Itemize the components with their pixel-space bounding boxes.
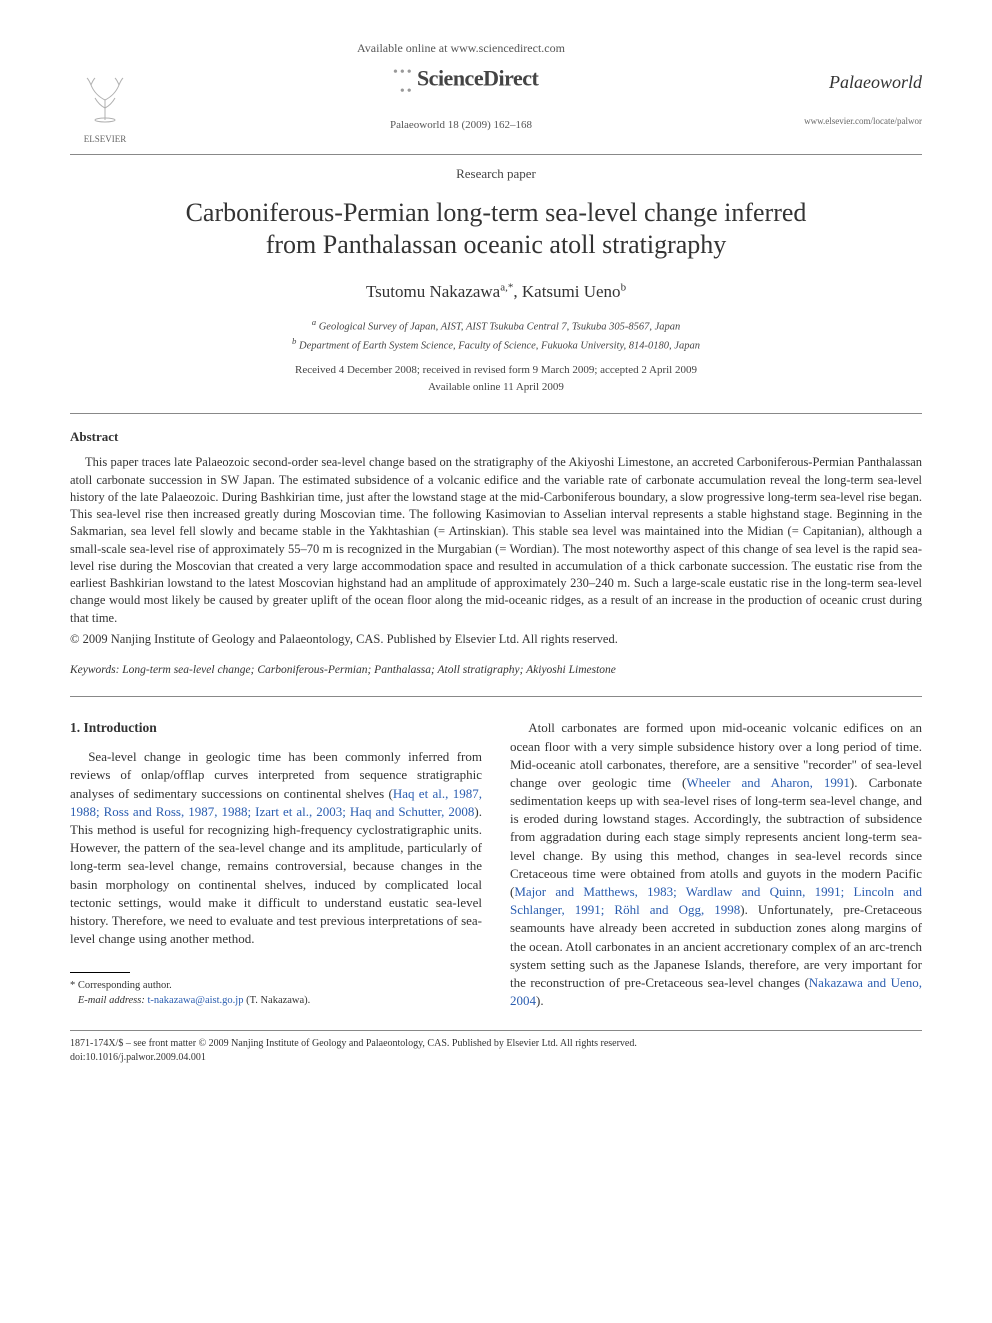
abstract-heading: Abstract: [70, 428, 922, 446]
journal-name: Palaeoworld: [782, 70, 922, 95]
abstract-body: This paper traces late Palaeozoic second…: [70, 454, 922, 627]
elsevier-tree-icon: [70, 70, 140, 133]
abstract-top-rule: [70, 413, 922, 414]
section-1-heading: 1. Introduction: [70, 719, 482, 738]
author-1: Tsutomu Nakazawa: [366, 282, 500, 301]
email-label: E-mail address:: [78, 995, 148, 1006]
center-header: Available online at www.sciencedirect.co…: [140, 40, 782, 133]
keywords-line: Keywords: Long-term sea-level change; Ca…: [70, 662, 922, 678]
keywords-values: Long-term sea-level change; Carboniferou…: [119, 664, 615, 676]
author-2-affil-sup: b: [621, 281, 627, 293]
corresponding-label: Corresponding author.: [75, 980, 172, 991]
citation-link[interactable]: Wheeler and Aharon, 1991: [686, 775, 850, 790]
article-title: Carboniferous-Permian long-term sea-leve…: [70, 197, 922, 262]
title-line-1: Carboniferous-Permian long-term sea-leve…: [186, 198, 807, 227]
column-left: 1. Introduction Sea-level change in geol…: [70, 719, 482, 1010]
column-right: Atoll carbonates are formed upon mid-oce…: [510, 719, 922, 1010]
journal-url: www.elsevier.com/locate/palwor: [782, 115, 922, 128]
page-footer: 1871-174X/$ – see front matter © 2009 Na…: [70, 1037, 922, 1065]
sciencedirect-logo: ••••• ScienceDirect: [160, 63, 762, 102]
email-link[interactable]: t-nakazawa@aist.go.jp: [147, 995, 243, 1006]
affiliations: a Geological Survey of Japan, AIST, AIST…: [70, 316, 922, 355]
corresponding-author-footnote: * Corresponding author. E-mail address: …: [70, 979, 482, 1008]
abstract-copyright: © 2009 Nanjing Institute of Geology and …: [70, 631, 922, 649]
elsevier-logo-block: ELSEVIER: [70, 40, 140, 146]
journal-block: Palaeoworld www.elsevier.com/locate/palw…: [782, 40, 922, 128]
article-type: Research paper: [70, 165, 922, 183]
body-columns: 1. Introduction Sea-level change in geol…: [70, 719, 922, 1010]
available-online-line: Available online at www.sciencedirect.co…: [160, 40, 762, 57]
header-rule: [70, 154, 922, 155]
intro-paragraph-2: Atoll carbonates are formed upon mid-oce…: [510, 719, 922, 1010]
author-2: , Katsumi Ueno: [513, 282, 620, 301]
footer-doi: doi:10.1016/j.palwor.2009.04.001: [70, 1052, 206, 1063]
intro-paragraph-1: Sea-level change in geologic time has be…: [70, 748, 482, 948]
abstract-bottom-rule: [70, 696, 922, 697]
email-author-name: (T. Nakazawa).: [243, 995, 310, 1006]
page-footer-rule: [70, 1030, 922, 1031]
elsevier-label: ELSEVIER: [70, 133, 140, 146]
footer-copyright: 1871-174X/$ – see front matter © 2009 Na…: [70, 1038, 637, 1049]
sciencedirect-wordmark: ScienceDirect: [417, 65, 538, 90]
article-dates: Received 4 December 2008; received in re…: [70, 362, 922, 395]
page-header: ELSEVIER Available online at www.science…: [70, 40, 922, 146]
title-line-2: from Panthalassan oceanic atoll stratigr…: [266, 230, 727, 259]
dates-online: Available online 11 April 2009: [428, 381, 564, 393]
affiliation-b: Department of Earth System Science, Facu…: [299, 340, 700, 351]
authors: Tsutomu Nakazawaa,*, Katsumi Uenob: [70, 280, 922, 304]
dates-received: Received 4 December 2008; received in re…: [295, 364, 697, 376]
citation-line: Palaeoworld 18 (2009) 162–168: [160, 118, 762, 133]
affiliation-a: Geological Survey of Japan, AIST, AIST T…: [319, 321, 681, 332]
footnote-rule: [70, 972, 130, 973]
keywords-label: Keywords:: [70, 664, 119, 676]
abstract-text: This paper traces late Palaeozoic second…: [70, 454, 922, 627]
author-1-affil-sup: a,: [500, 281, 508, 293]
sd-dots-icon: •••••: [384, 63, 414, 102]
